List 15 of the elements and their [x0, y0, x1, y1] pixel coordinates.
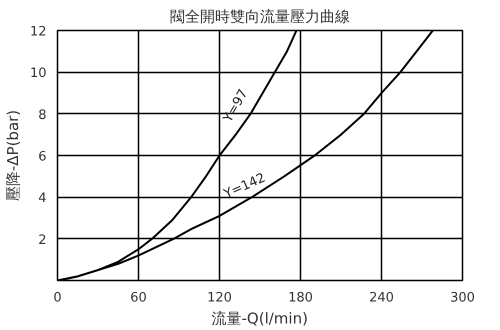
x-tick-label: 60 — [130, 290, 147, 306]
y-tick-label: 10 — [30, 66, 47, 82]
y-tick-label: 12 — [30, 24, 47, 40]
x-tick-label: 180 — [288, 290, 313, 306]
x-tick-label: 240 — [369, 290, 394, 306]
y-tick-label: 6 — [38, 150, 47, 164]
y-tick-label: 8 — [38, 108, 47, 123]
y-axis-title: 壓降-ΔP(bar) — [4, 110, 22, 202]
chart-title: 閥全開時雙向流量壓力曲線 — [170, 8, 350, 26]
x-tick-label: 300 — [450, 290, 475, 306]
y-tick-label: 2 — [38, 232, 47, 248]
x-axis-title: 流量-Q(l/min) — [212, 310, 308, 328]
y-tick-label: 4 — [38, 191, 47, 206]
x-tick-label: 120 — [207, 290, 232, 306]
x-tick-label: 0 — [53, 290, 62, 306]
